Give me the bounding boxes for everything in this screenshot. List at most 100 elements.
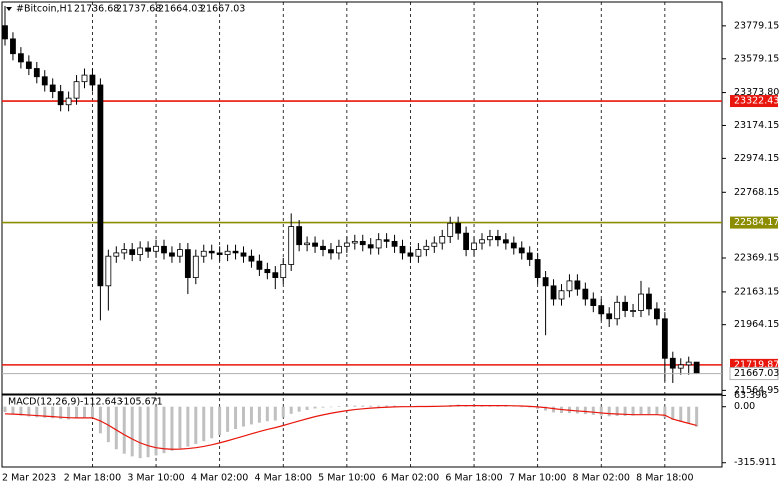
macd-bar xyxy=(146,406,150,458)
macd-bar xyxy=(544,406,548,411)
x-tick-label: 8 Mar 18:00 xyxy=(636,473,693,484)
macd-bar xyxy=(345,405,349,407)
chart-title: #Bitcoin,H1 xyxy=(16,4,73,15)
macd-bar xyxy=(552,406,556,413)
candle-body xyxy=(630,310,636,312)
candle-body xyxy=(502,239,509,244)
macd-bar xyxy=(695,406,699,427)
x-tick-label: 8 Mar 02:00 xyxy=(573,473,630,484)
candle-body xyxy=(638,293,644,311)
candle-body xyxy=(423,245,430,251)
candle-body xyxy=(359,240,366,246)
candle-body xyxy=(73,81,80,99)
macd-bar xyxy=(67,406,71,420)
macd-bar xyxy=(218,406,222,436)
candle-body xyxy=(2,25,8,40)
candle-body xyxy=(17,53,24,63)
candle-body xyxy=(471,242,477,251)
macd-bar xyxy=(512,406,516,407)
macd-bar xyxy=(321,406,325,408)
candle-body xyxy=(176,249,183,257)
macd-bar xyxy=(337,406,341,407)
candle-body xyxy=(224,250,231,255)
macd-bar xyxy=(520,406,524,408)
y-tick-label: -315.911 xyxy=(734,457,777,468)
candle-body xyxy=(487,236,493,241)
candle-body xyxy=(463,232,470,251)
candle-body xyxy=(447,222,454,237)
candle-body xyxy=(383,239,390,242)
macd-bar xyxy=(51,406,55,419)
macd-bar xyxy=(249,406,253,425)
candle-body xyxy=(312,242,318,247)
candle-body xyxy=(534,259,541,279)
macd-bar xyxy=(83,406,86,418)
candle-body xyxy=(10,38,16,55)
macd-bar xyxy=(504,405,508,407)
candle-body xyxy=(375,239,382,249)
macd-bar xyxy=(369,405,373,407)
candle-body xyxy=(248,255,255,262)
candle-body xyxy=(81,74,88,83)
menu-arrow xyxy=(6,7,12,11)
candle-body xyxy=(192,255,199,279)
candle-body xyxy=(646,293,652,310)
candle-body xyxy=(669,357,676,369)
macd-bar xyxy=(305,406,309,410)
candle-body xyxy=(367,244,374,249)
macd-bar xyxy=(679,406,683,422)
macd-bar xyxy=(242,406,245,427)
macd-hist-value: -112.643 xyxy=(80,397,123,408)
macd-bar xyxy=(122,406,126,454)
candle-body xyxy=(526,252,533,260)
macd-bar xyxy=(234,406,238,430)
macd-bar xyxy=(43,406,47,418)
y-tick-label: 23579.15 xyxy=(734,53,779,64)
candle-body xyxy=(622,301,628,311)
candle-body xyxy=(113,252,120,257)
macd-bar xyxy=(226,406,230,432)
macd-bar xyxy=(154,406,158,456)
macd-bar xyxy=(663,406,667,418)
candle-body xyxy=(240,252,247,257)
macd-bar xyxy=(265,406,269,422)
macd-bar xyxy=(186,406,190,447)
x-tick-label: 3 Mar 10:00 xyxy=(127,473,184,484)
candle-body xyxy=(288,226,295,265)
candle-body xyxy=(272,272,279,279)
y-tick-label: 23373.80 xyxy=(734,87,779,98)
level-label: 21719.87 xyxy=(734,359,779,370)
y-tick-label: 22974.15 xyxy=(734,153,779,164)
macd-bar xyxy=(639,406,643,415)
macd-bar xyxy=(647,406,651,415)
y-tick-label: 23174.15 xyxy=(734,120,779,131)
y-tick-label: 63.396 xyxy=(734,390,767,401)
macd-bar xyxy=(607,406,611,417)
candle-body xyxy=(129,249,136,255)
candle-body xyxy=(343,242,350,247)
ohlc-close: 21667.03 xyxy=(200,4,245,15)
macd-bar xyxy=(393,405,397,407)
macd-bar xyxy=(623,406,627,416)
candle-body xyxy=(566,280,573,292)
last-price-label: 21667.03 xyxy=(734,368,779,379)
macd-bar xyxy=(59,406,63,420)
candle-body xyxy=(455,222,462,234)
candle-body xyxy=(264,268,271,274)
signal-line xyxy=(4,405,697,450)
candle-body xyxy=(33,68,40,78)
x-tick-label: 6 Mar 18:00 xyxy=(445,473,502,484)
macd-bar xyxy=(170,406,174,451)
level-label: 23322.43 xyxy=(734,96,779,107)
macd-bar xyxy=(655,406,659,415)
candle-body xyxy=(661,318,668,359)
candle-body xyxy=(399,245,406,254)
candle-body xyxy=(550,285,557,300)
candle-body xyxy=(693,361,700,374)
macd-bar xyxy=(377,405,381,407)
x-tick-label: 4 Mar 18:00 xyxy=(255,473,312,484)
level-label-box xyxy=(730,95,778,108)
candle-body xyxy=(41,76,48,86)
candle-body xyxy=(606,313,613,320)
